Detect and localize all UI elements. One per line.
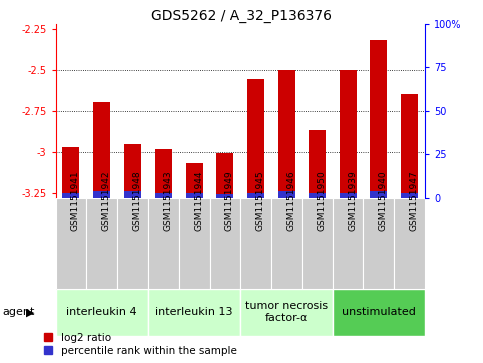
Bar bbox=[62, 193, 79, 198]
Bar bbox=[240, 289, 333, 336]
Bar bbox=[333, 198, 364, 289]
Bar bbox=[401, 94, 418, 198]
Text: GSM1151947: GSM1151947 bbox=[410, 170, 419, 231]
Bar bbox=[394, 198, 425, 289]
Bar bbox=[216, 154, 233, 198]
Bar bbox=[247, 193, 264, 198]
Text: GDS5262 / A_32_P136376: GDS5262 / A_32_P136376 bbox=[151, 9, 332, 23]
Bar bbox=[271, 198, 302, 289]
Text: agent: agent bbox=[2, 307, 35, 317]
Bar bbox=[155, 193, 172, 198]
Bar bbox=[86, 198, 117, 289]
Bar bbox=[148, 198, 179, 289]
Bar bbox=[309, 130, 326, 198]
Bar bbox=[247, 79, 264, 198]
Bar bbox=[370, 191, 387, 198]
Bar bbox=[124, 191, 141, 198]
Bar bbox=[210, 198, 240, 289]
Bar bbox=[185, 193, 202, 198]
Text: unstimulated: unstimulated bbox=[342, 307, 416, 317]
Text: ▶: ▶ bbox=[26, 307, 34, 317]
Legend: log2 ratio, percentile rank within the sample: log2 ratio, percentile rank within the s… bbox=[44, 333, 236, 356]
Bar bbox=[148, 289, 241, 336]
Bar bbox=[93, 102, 110, 198]
Text: GSM1151950: GSM1151950 bbox=[317, 170, 327, 231]
Bar bbox=[185, 163, 202, 198]
Bar bbox=[117, 198, 148, 289]
Text: GSM1151949: GSM1151949 bbox=[225, 170, 234, 231]
Text: GSM1151942: GSM1151942 bbox=[102, 170, 111, 231]
Bar bbox=[124, 144, 141, 198]
Bar bbox=[62, 147, 79, 198]
Bar bbox=[278, 191, 295, 198]
Text: GSM1151941: GSM1151941 bbox=[71, 170, 80, 231]
Bar bbox=[278, 70, 295, 198]
Bar bbox=[364, 198, 394, 289]
Text: GSM1151943: GSM1151943 bbox=[163, 170, 172, 231]
Bar bbox=[340, 193, 356, 198]
Text: GSM1151945: GSM1151945 bbox=[256, 170, 265, 231]
Bar bbox=[179, 198, 210, 289]
Text: GSM1151948: GSM1151948 bbox=[132, 170, 142, 231]
Text: interleukin 13: interleukin 13 bbox=[156, 307, 233, 317]
Bar bbox=[302, 198, 333, 289]
Bar bbox=[370, 40, 387, 198]
Text: GSM1151946: GSM1151946 bbox=[286, 170, 296, 231]
Bar bbox=[309, 193, 326, 198]
Bar bbox=[56, 198, 86, 289]
Bar bbox=[340, 70, 356, 198]
Bar bbox=[333, 289, 425, 336]
Bar bbox=[56, 289, 148, 336]
Text: interleukin 4: interleukin 4 bbox=[67, 307, 137, 317]
Text: GSM1151944: GSM1151944 bbox=[194, 170, 203, 231]
Bar bbox=[93, 191, 110, 198]
Bar bbox=[401, 193, 418, 198]
Text: GSM1151940: GSM1151940 bbox=[379, 170, 388, 231]
Bar bbox=[155, 148, 172, 198]
Bar bbox=[240, 198, 271, 289]
Text: tumor necrosis
factor-α: tumor necrosis factor-α bbox=[245, 301, 328, 323]
Text: GSM1151939: GSM1151939 bbox=[348, 170, 357, 231]
Bar bbox=[216, 194, 233, 198]
